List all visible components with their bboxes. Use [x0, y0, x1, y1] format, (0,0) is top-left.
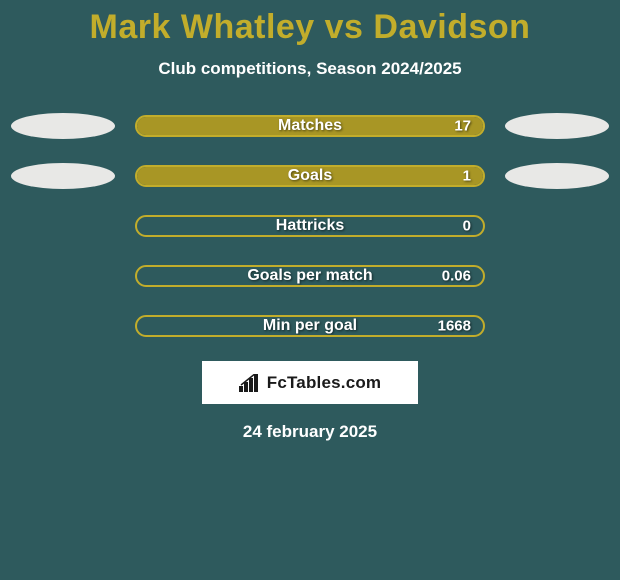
stat-label: Matches — [278, 117, 342, 135]
right-ellipse-spacer — [505, 313, 609, 339]
left-ellipse — [11, 163, 115, 189]
stat-label: Hattricks — [276, 217, 344, 235]
stat-row: Goals per match 0.06 — [0, 263, 620, 289]
stat-row: Matches 17 — [0, 113, 620, 139]
stat-row: Min per goal 1668 — [0, 313, 620, 339]
bar-chart-icon — [239, 374, 261, 392]
stat-value: 1 — [463, 168, 471, 185]
right-ellipse-spacer — [505, 263, 609, 289]
stat-label: Goals per match — [247, 267, 372, 285]
page-title: Mark Whatley vs Davidson — [0, 0, 620, 47]
left-ellipse-spacer — [11, 213, 115, 239]
left-ellipse-spacer — [11, 313, 115, 339]
right-ellipse — [505, 163, 609, 189]
stat-bar: Min per goal 1668 — [135, 315, 485, 337]
stats-rows: Matches 17 Goals 1 Hattricks 0 Goals per match… — [0, 113, 620, 339]
logo-box: FcTables.com — [202, 361, 418, 404]
stat-value: 0 — [463, 218, 471, 235]
left-ellipse-spacer — [11, 263, 115, 289]
stat-row: Goals 1 — [0, 163, 620, 189]
date-text: 24 february 2025 — [0, 422, 620, 442]
page-container: Mark Whatley vs Davidson Club competitio… — [0, 0, 620, 580]
right-ellipse-spacer — [505, 213, 609, 239]
stat-bar: Goals 1 — [135, 165, 485, 187]
stat-row: Hattricks 0 — [0, 213, 620, 239]
subtitle: Club competitions, Season 2024/2025 — [0, 59, 620, 79]
stat-label: Goals — [288, 167, 332, 185]
right-ellipse — [505, 113, 609, 139]
stat-value: 17 — [454, 118, 471, 135]
logo-text: FcTables.com — [267, 373, 382, 393]
stat-bar: Goals per match 0.06 — [135, 265, 485, 287]
left-ellipse — [11, 113, 115, 139]
stat-value: 0.06 — [442, 268, 471, 285]
stat-label: Min per goal — [263, 317, 357, 335]
stat-value: 1668 — [438, 318, 471, 335]
stat-bar: Matches 17 — [135, 115, 485, 137]
stat-bar: Hattricks 0 — [135, 215, 485, 237]
